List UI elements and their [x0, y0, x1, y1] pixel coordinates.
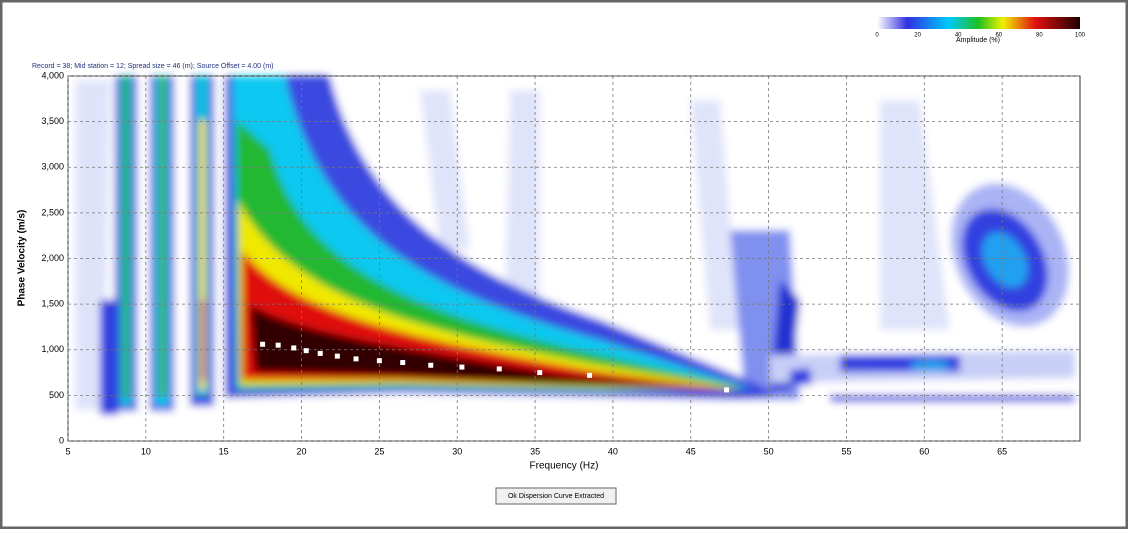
colorbar-tick-label: 100	[1075, 33, 1086, 39]
colorbar-tick-label: 20	[914, 33, 921, 39]
colorbar-tick-label: 60	[995, 33, 1002, 39]
dispersion-point	[353, 356, 359, 362]
ok-button[interactable]	[495, 487, 617, 505]
x-axis-label: Frequency (Hz)	[530, 461, 599, 472]
x-tick-label: 10	[141, 446, 151, 456]
colorbar-tick-label: 80	[1036, 33, 1043, 39]
y-tick-label: 500	[49, 390, 64, 400]
dispersion-point	[303, 348, 309, 354]
x-tick-label: 50	[764, 446, 774, 456]
dispersion-point	[587, 372, 593, 378]
dispersion-point	[724, 387, 730, 393]
x-tick-label: 25	[374, 446, 384, 456]
x-tick-label: 60	[919, 446, 929, 456]
y-tick-label: 2,500	[41, 207, 64, 217]
x-tick-label: 65	[997, 446, 1007, 456]
x-tick-label: 40	[608, 446, 618, 456]
dispersion-point	[334, 353, 340, 359]
dispersion-point	[537, 370, 543, 376]
dispersion-point	[275, 342, 281, 348]
dispersion-point	[376, 358, 382, 364]
dispersion-point	[317, 350, 323, 356]
colorbar-label: Amplitude (%)	[956, 37, 1000, 44]
x-tick-label: 55	[841, 446, 851, 456]
x-tick-label: 20	[297, 446, 307, 456]
ok-button-label[interactable]: Ok Dispersion Curve Extracted	[508, 493, 604, 500]
chart-title: Record = 38; Mid station = 12; Spread si…	[32, 63, 274, 70]
x-tick-label: 30	[452, 446, 462, 456]
dispersion-point	[400, 360, 406, 366]
y-tick-label: 2,000	[41, 253, 64, 263]
x-tick-label: 5	[65, 446, 70, 456]
heatmap	[68, 76, 1080, 441]
dispersion-point	[428, 362, 434, 368]
x-tick-label: 45	[686, 446, 696, 456]
y-tick-label: 4,000	[41, 70, 64, 80]
y-tick-label: 3,000	[41, 162, 64, 172]
dispersion-point	[459, 364, 465, 370]
colorbar	[877, 17, 1080, 29]
colorbar-tick-label: 0	[875, 33, 879, 39]
y-tick-label: 3,500	[41, 116, 64, 126]
dispersion-point	[496, 366, 502, 372]
y-tick-label: 1,000	[41, 344, 64, 354]
x-tick-label: 15	[219, 446, 229, 456]
x-tick-label: 35	[530, 446, 540, 456]
dispersion-point	[260, 341, 266, 347]
y-axis-label: Phase Velocity (m/s)	[17, 210, 28, 307]
dispersion-point	[291, 345, 297, 351]
colorbar-tick-label: 40	[955, 33, 962, 39]
y-tick-label: 1,500	[41, 299, 64, 309]
y-tick-label: 0	[59, 435, 64, 445]
